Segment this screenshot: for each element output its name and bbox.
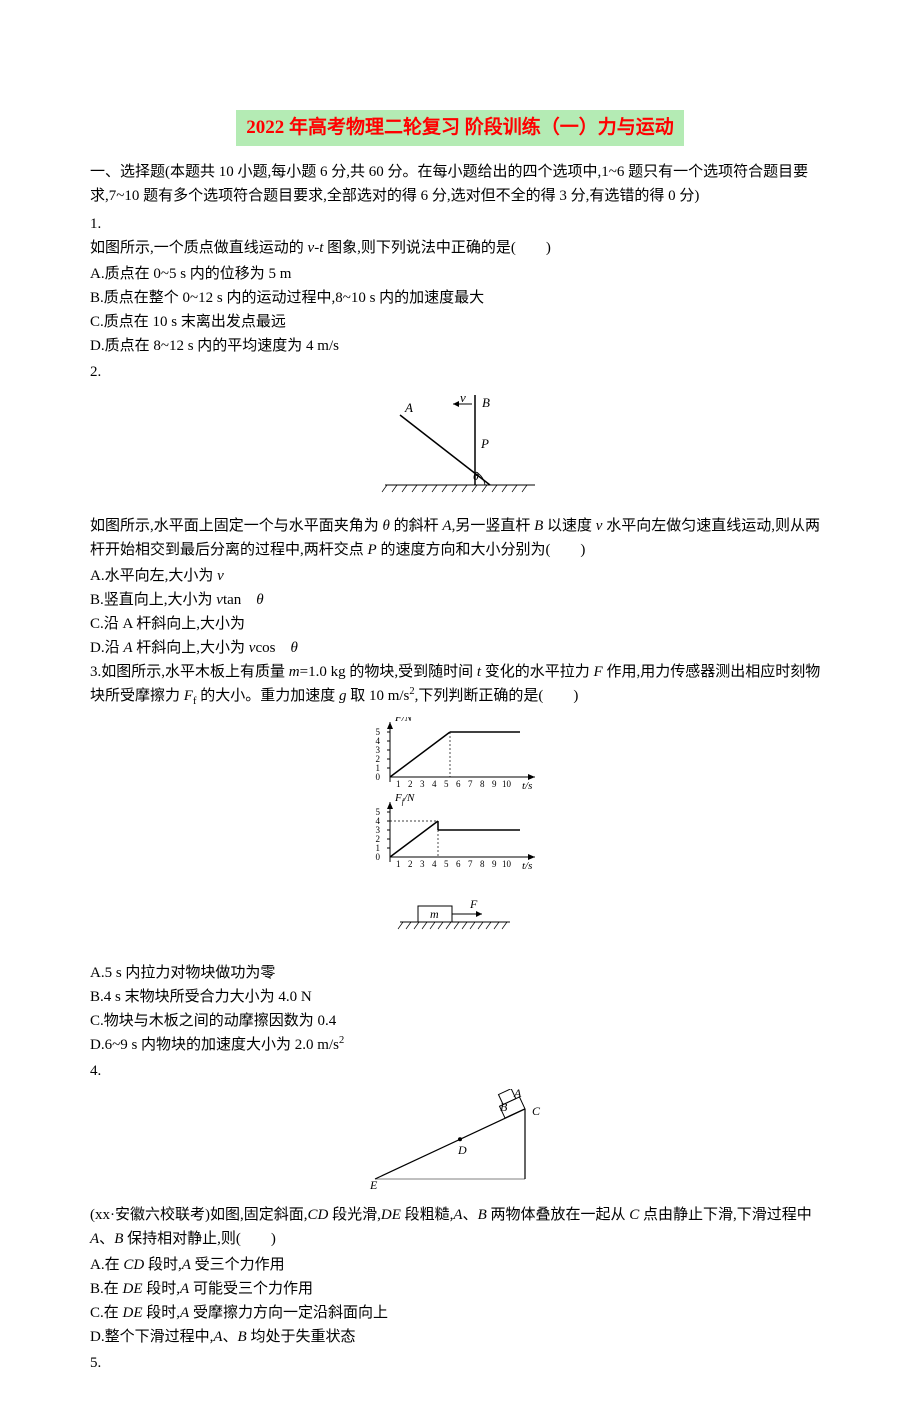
q3-option-b: B.4 s 末物块所受合力大小为 4.0 N	[90, 985, 830, 1009]
svg-text:1: 1	[396, 859, 401, 869]
svg-text:9: 9	[492, 779, 497, 789]
svg-text:5: 5	[444, 779, 449, 789]
svg-text:v: v	[460, 390, 466, 405]
svg-text:6: 6	[456, 859, 461, 869]
svg-text:9: 9	[492, 859, 497, 869]
q3-option-d: D.6~9 s 内物块的加速度大小为 2.0 m/s2	[90, 1033, 830, 1057]
svg-text:8: 8	[480, 779, 485, 789]
svg-text:2: 2	[408, 779, 413, 789]
q2-option-d: D.沿 A 杆斜向上,大小为 vcos θ	[90, 636, 830, 660]
svg-text:m: m	[430, 907, 439, 921]
svg-text:F/N: F/N	[394, 717, 413, 724]
q2-option-c: C.沿 A 杆斜向上,大小为	[90, 612, 830, 636]
svg-text:3: 3	[376, 745, 381, 755]
svg-text:0: 0	[376, 852, 381, 862]
svg-text:A: A	[513, 1089, 522, 1100]
q1-option-d: D.质点在 8~12 s 内的平均速度为 4 m/s	[90, 334, 830, 358]
page-title: 2022 年高考物理二轮复习 阶段训练（一）力与运动	[236, 110, 684, 146]
svg-text:10: 10	[502, 859, 512, 869]
svg-text:3: 3	[420, 859, 425, 869]
q4-option-d: D.整个下滑过程中,A、B 均处于失重状态	[90, 1325, 830, 1349]
q1-option-b: B.质点在整个 0~12 s 内的运动过程中,8~10 s 内的加速度最大	[90, 286, 830, 310]
svg-text:C: C	[532, 1104, 541, 1118]
svg-text:B: B	[500, 1100, 508, 1114]
svg-text:5: 5	[444, 859, 449, 869]
q3-stem: 3.如图所示,水平木板上有质量 m=1.0 kg 的物块,受到随时间 t 变化的…	[90, 660, 830, 711]
svg-text:8: 8	[480, 859, 485, 869]
svg-text:2: 2	[376, 834, 381, 844]
svg-text:10: 10	[502, 779, 512, 789]
svg-text:F: F	[469, 897, 478, 911]
q4-stem: (xx·安徽六校联考)如图,固定斜面,CD 段光滑,DE 段粗糙,A、B 两物体…	[90, 1203, 830, 1251]
svg-text:5: 5	[376, 727, 381, 737]
q2-option-a: A.水平向左,大小为 v	[90, 564, 830, 588]
svg-text:4: 4	[376, 816, 381, 826]
svg-text:1: 1	[396, 779, 401, 789]
q4-option-b: B.在 DE 段时,A 可能受三个力作用	[90, 1277, 830, 1301]
svg-text:θ: θ	[473, 469, 479, 483]
q2-option-b: B.竖直向上,大小为 vtan θ	[90, 588, 830, 612]
q1-option-c: C.质点在 10 s 末离出发点最远	[90, 310, 830, 334]
svg-text:4: 4	[376, 736, 381, 746]
q2-number: 2.	[90, 360, 830, 384]
svg-text:E: E	[369, 1178, 378, 1189]
svg-text:A: A	[404, 400, 413, 415]
q4-number: 4.	[90, 1059, 830, 1083]
svg-text:5: 5	[376, 807, 381, 817]
q3-option-a: A.5 s 内拉力对物块做功为零	[90, 961, 830, 985]
q2-stem: 如图所示,水平面上固定一个与水平面夹角为 θ 的斜杆 A,另一竖直杆 B 以速度…	[90, 514, 830, 562]
svg-text:2: 2	[376, 754, 381, 764]
svg-text:D: D	[457, 1143, 467, 1157]
q1-stem: 如图所示,一个质点做直线运动的 v-t 图象,则下列说法中正确的是( )	[90, 236, 830, 260]
q4-option-c: C.在 DE 段时,A 受摩擦力方向一定沿斜面向上	[90, 1301, 830, 1325]
q4-figure: A B C D E	[90, 1089, 830, 1197]
q4-option-a: A.在 CD 段时,A 受三个力作用	[90, 1253, 830, 1277]
svg-text:4: 4	[432, 779, 437, 789]
svg-text:7: 7	[468, 859, 473, 869]
q3-option-c: C.物块与木板之间的动摩擦因数为 0.4	[90, 1009, 830, 1033]
svg-text:3: 3	[420, 779, 425, 789]
q5-number: 5.	[90, 1351, 830, 1375]
q3-figure: 1 2 3 4 5 0 12 34 56 78 910 F/N t/s 1 2 …	[90, 717, 830, 955]
svg-text:2: 2	[408, 859, 413, 869]
svg-text:0: 0	[376, 772, 381, 782]
svg-text:4: 4	[432, 859, 437, 869]
q1-option-a: A.质点在 0~5 s 内的位移为 5 m	[90, 262, 830, 286]
svg-text:6: 6	[456, 779, 461, 789]
svg-text:P: P	[480, 436, 489, 451]
q2-figure: A B v P θ	[90, 390, 830, 508]
svg-text:t/s: t/s	[522, 780, 532, 792]
svg-text:3: 3	[376, 825, 381, 835]
q1-number: 1.	[90, 212, 830, 236]
svg-text:t/s: t/s	[522, 860, 532, 872]
instructions: 一、选择题(本题共 10 小题,每小题 6 分,共 60 分。在每小题给出的四个…	[90, 160, 830, 208]
svg-text:B: B	[482, 395, 490, 410]
svg-text:Ff/N: Ff/N	[394, 792, 415, 806]
svg-text:7: 7	[468, 779, 473, 789]
